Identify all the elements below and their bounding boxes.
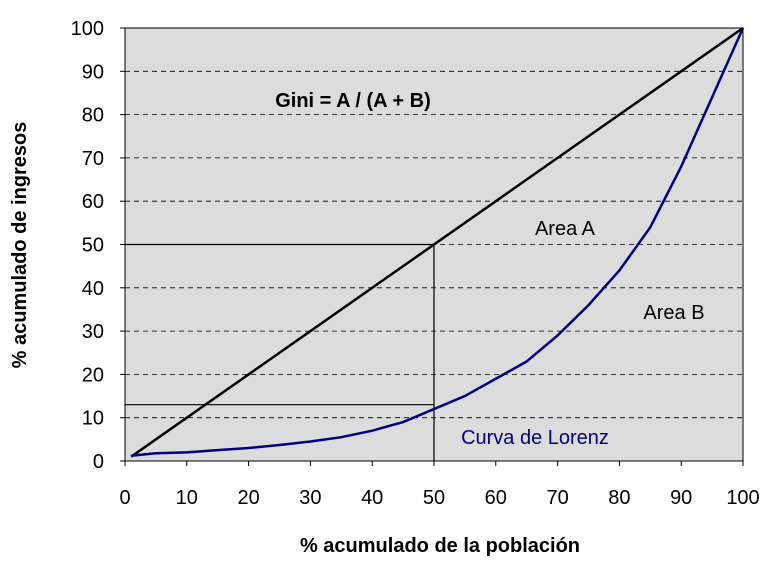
y-tick-label: 60	[82, 191, 104, 213]
y-tick-label: 10	[82, 408, 104, 430]
x-tick-label: 50	[423, 487, 445, 509]
plot-layer	[125, 26, 745, 461]
x-tick-label: 0	[119, 487, 130, 509]
area-label: Area A	[535, 218, 596, 240]
x-tick-label: 100	[726, 487, 759, 509]
y-tick-label: 80	[82, 105, 104, 127]
y-tick-label: 20	[82, 364, 104, 386]
x-tick-label: 40	[361, 487, 383, 509]
annotation: Gini = A / (A + B)	[275, 90, 431, 112]
x-tick-label: 70	[546, 487, 568, 509]
y-tick-label: 30	[82, 321, 104, 343]
x-tick-label: 10	[176, 487, 198, 509]
y-tick-label: 100	[71, 18, 104, 40]
x-tick-label: 80	[608, 487, 630, 509]
x-tick-label: 20	[237, 487, 259, 509]
x-tick-label: 30	[299, 487, 321, 509]
y-tick-label: 50	[82, 235, 104, 257]
x-axis-title: % acumulado de la población	[300, 535, 580, 557]
y-axis-title: % acumulado de ingresos	[9, 122, 31, 369]
series-line	[130, 26, 744, 458]
series-line	[131, 27, 745, 458]
x-tick-label: 60	[485, 487, 507, 509]
y-tick-label: 0	[93, 451, 104, 473]
series-label: Curva de Lorenz	[461, 427, 609, 449]
y-tick-label: 70	[82, 148, 104, 170]
x-tick-label: 90	[670, 487, 692, 509]
y-tick-label: 90	[82, 61, 104, 83]
area-label: Area B	[643, 302, 704, 324]
y-tick-label: 40	[82, 278, 104, 300]
